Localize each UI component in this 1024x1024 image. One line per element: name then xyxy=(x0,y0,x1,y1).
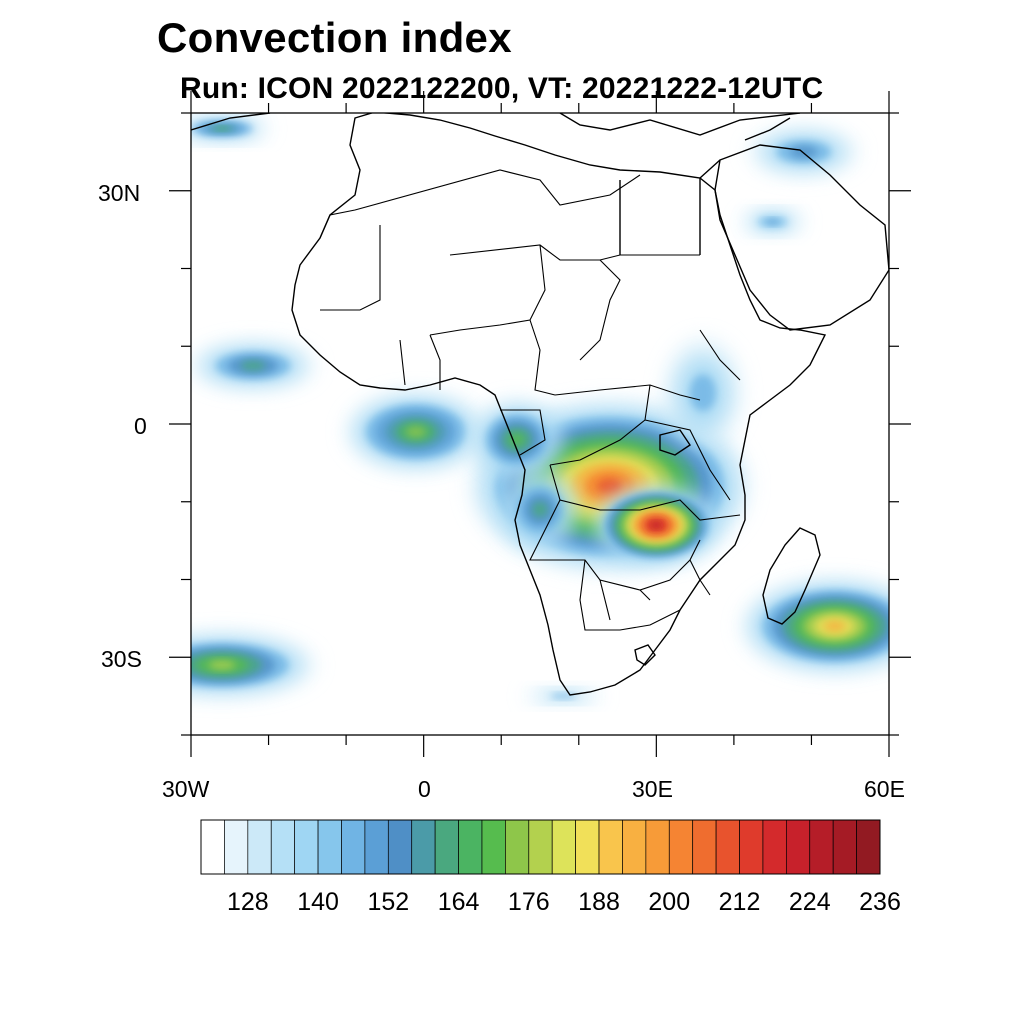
field-arabia xyxy=(741,210,804,234)
colorbar-swatch xyxy=(481,819,506,875)
field-northwest-atlantic xyxy=(191,116,269,141)
colorbar-swatch xyxy=(739,819,764,875)
colorbar-swatch xyxy=(200,819,225,875)
lat-label-30s: 30S xyxy=(101,646,142,672)
lake-victoria xyxy=(659,429,691,456)
africa-coastline xyxy=(291,113,827,696)
field-zambia-core xyxy=(594,486,719,564)
field-angola-west xyxy=(501,470,579,549)
colorbar-swatch xyxy=(434,819,459,875)
colorbar-swatch xyxy=(505,819,530,875)
field-contour xyxy=(824,620,846,632)
field-mozambique-channel xyxy=(741,579,889,673)
arabia-coastline xyxy=(714,144,889,331)
field-arabian-sea-north xyxy=(749,128,858,176)
convection-field-layer xyxy=(191,116,889,704)
field-tropical-atlantic-north xyxy=(191,342,316,390)
lon-label-0: 0 xyxy=(418,776,431,802)
colorbar-swatch xyxy=(692,819,717,875)
field-contour xyxy=(597,478,623,494)
colorbar-swatch xyxy=(598,819,623,875)
colorbar-label: 188 xyxy=(578,888,620,916)
colorbar-swatch xyxy=(832,819,857,875)
field-south-atlantic xyxy=(191,633,316,697)
mediterranean-north xyxy=(191,113,801,136)
colorbar-label: 164 xyxy=(437,888,480,916)
field-contour xyxy=(689,374,716,412)
field-contour xyxy=(764,218,781,225)
colorbar-swatch xyxy=(270,819,296,875)
colorbar-swatch xyxy=(224,819,249,875)
colorbar-swatch xyxy=(785,819,811,875)
colorbar-swatch xyxy=(762,819,787,875)
colorbar-label: 212 xyxy=(718,888,761,916)
colorbar-label: 236 xyxy=(859,888,901,916)
colorbar-swatch xyxy=(528,819,553,875)
chart-title: Convection index xyxy=(157,14,512,61)
lon-label-60e: 60E xyxy=(864,776,905,802)
field-contour xyxy=(405,426,426,438)
colorbar-swatch xyxy=(341,819,366,875)
dashed-border-egypt xyxy=(619,178,701,255)
colorbar-label: 200 xyxy=(648,888,691,916)
run-subtitle: Run: ICON 2022122200, VT: 20221222-12UTC xyxy=(180,72,824,105)
colorbar-swatch xyxy=(387,819,413,875)
colorbar-label: 176 xyxy=(507,888,550,916)
field-east-africa xyxy=(664,338,742,448)
field-contour xyxy=(508,433,525,447)
lesotho xyxy=(634,644,656,666)
lon-label-30w: 30W xyxy=(162,776,210,802)
field-contour xyxy=(240,361,266,371)
colorbar-swatch xyxy=(551,819,576,875)
colorbar-swatch xyxy=(317,819,342,875)
colorbar-swatch xyxy=(458,819,483,875)
colorbar-swatch xyxy=(715,819,740,875)
colorbar-label: 128 xyxy=(226,888,269,916)
colorbar-label: 152 xyxy=(367,888,410,916)
colorbar-label: 224 xyxy=(788,888,831,916)
colorbar-swatch xyxy=(622,819,647,875)
field-contour xyxy=(208,660,236,670)
field-gulf-of-guinea xyxy=(346,392,486,471)
lat-label-0: 0 xyxy=(134,413,147,439)
colorbar-swatch xyxy=(294,819,319,875)
field-contour xyxy=(651,522,662,529)
coastlines-and-borders xyxy=(191,113,889,696)
colorbar-outline xyxy=(200,819,881,875)
colorbar-swatch xyxy=(645,819,670,875)
field-contour xyxy=(214,126,230,131)
lat-label-30n: 30N xyxy=(98,180,141,206)
colorbar-swatch xyxy=(411,819,436,875)
border-lines xyxy=(319,169,741,631)
caspian-red-sea xyxy=(699,117,791,179)
colorbar-swatch xyxy=(668,819,694,875)
madagascar-coastline xyxy=(762,527,821,625)
colorbar-swatch xyxy=(364,819,389,875)
field-gabon-congo xyxy=(470,400,564,479)
lon-label-30e: 30E xyxy=(632,776,673,802)
colorbar-swatch xyxy=(809,819,834,875)
colorbar-label: 140 xyxy=(297,888,339,916)
colorbar-swatch xyxy=(856,819,881,875)
colorbar-swatch xyxy=(575,819,600,875)
field-contour xyxy=(532,501,548,518)
axes-frame xyxy=(169,91,911,757)
colorbar-swatch xyxy=(247,819,272,875)
